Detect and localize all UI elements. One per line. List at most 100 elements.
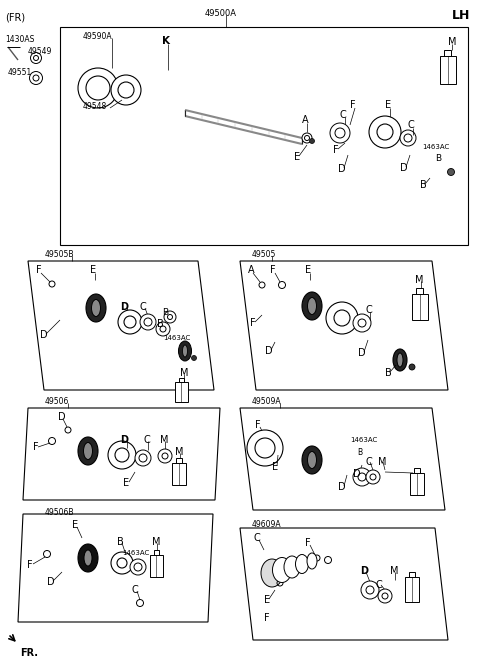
Text: F: F [264,613,270,623]
Circle shape [29,71,43,85]
Circle shape [192,355,196,361]
Circle shape [135,450,151,466]
Ellipse shape [84,442,93,459]
Ellipse shape [84,550,92,566]
Text: M: M [180,368,189,378]
Text: B: B [157,319,164,329]
Text: 49551: 49551 [8,68,32,77]
Ellipse shape [284,556,300,578]
Circle shape [78,68,118,108]
Text: D: D [47,577,55,587]
Circle shape [111,75,141,105]
Ellipse shape [261,559,283,587]
Text: F: F [333,145,338,155]
Text: 1463AC: 1463AC [163,335,190,341]
Text: M: M [175,447,183,457]
Text: (FR): (FR) [5,12,25,22]
Circle shape [130,559,146,575]
Circle shape [115,448,129,462]
Circle shape [358,319,366,327]
Bar [60,27,468,245]
Circle shape [139,454,147,462]
Text: 49505B: 49505B [45,250,74,259]
Circle shape [168,314,172,320]
Text: D: D [265,346,273,356]
Circle shape [160,326,166,332]
Text: E: E [264,595,270,605]
Circle shape [34,56,38,60]
Ellipse shape [92,299,100,316]
Text: E: E [305,265,311,275]
Ellipse shape [308,451,316,469]
Text: 1463AC: 1463AC [122,550,149,556]
Bar [440,56,456,84]
Text: 1463AC: 1463AC [350,437,377,443]
Circle shape [369,116,401,148]
Text: C: C [365,457,372,467]
Circle shape [409,364,415,370]
Circle shape [33,75,39,81]
Bar [176,458,182,463]
Text: D: D [338,482,346,492]
Text: M: M [152,537,160,547]
Circle shape [310,138,314,144]
Bar [412,294,428,320]
Circle shape [382,593,388,599]
Text: 49549: 49549 [28,47,52,56]
Text: C: C [340,110,347,120]
Text: C: C [408,120,415,130]
Text: C: C [132,585,139,595]
Text: A: A [248,265,254,275]
Circle shape [158,449,172,463]
Text: 1463AC: 1463AC [422,144,449,150]
Text: D: D [338,164,346,174]
Bar [154,550,159,555]
Text: E: E [294,152,300,162]
Ellipse shape [302,446,322,474]
Bar [172,463,186,485]
Text: 49548: 49548 [83,102,107,111]
Text: D: D [40,330,48,340]
Text: E: E [123,478,129,488]
Text: LH: LH [452,9,470,22]
Text: D: D [353,469,360,479]
Text: FR.: FR. [20,648,38,658]
Text: D: D [360,566,368,576]
Circle shape [134,563,142,571]
Text: M: M [415,275,423,285]
Circle shape [377,124,393,140]
Circle shape [400,130,416,146]
Circle shape [358,473,366,481]
Ellipse shape [308,297,316,314]
Circle shape [144,318,152,326]
Text: E: E [72,520,78,530]
Ellipse shape [302,292,322,320]
Text: F: F [27,560,33,570]
Text: B: B [162,308,168,317]
Bar [410,473,424,495]
Text: F: F [350,100,356,110]
Circle shape [31,52,41,64]
Circle shape [164,311,176,323]
Bar [150,555,163,577]
Ellipse shape [86,294,106,322]
Circle shape [353,468,371,486]
Text: D: D [358,348,366,358]
Circle shape [447,169,455,175]
Text: C: C [143,435,150,445]
Circle shape [378,589,392,603]
Circle shape [353,314,371,332]
Bar [444,50,451,56]
Circle shape [124,316,136,328]
Text: B: B [357,448,362,457]
Text: E: E [90,265,96,275]
Text: D: D [120,302,128,312]
Text: D: D [400,163,408,173]
Ellipse shape [296,555,309,573]
Bar [416,288,423,294]
Text: D: D [58,412,66,422]
Text: E: E [272,462,278,472]
Ellipse shape [78,544,98,572]
Text: F: F [270,265,276,275]
Text: 49500A: 49500A [205,9,237,18]
